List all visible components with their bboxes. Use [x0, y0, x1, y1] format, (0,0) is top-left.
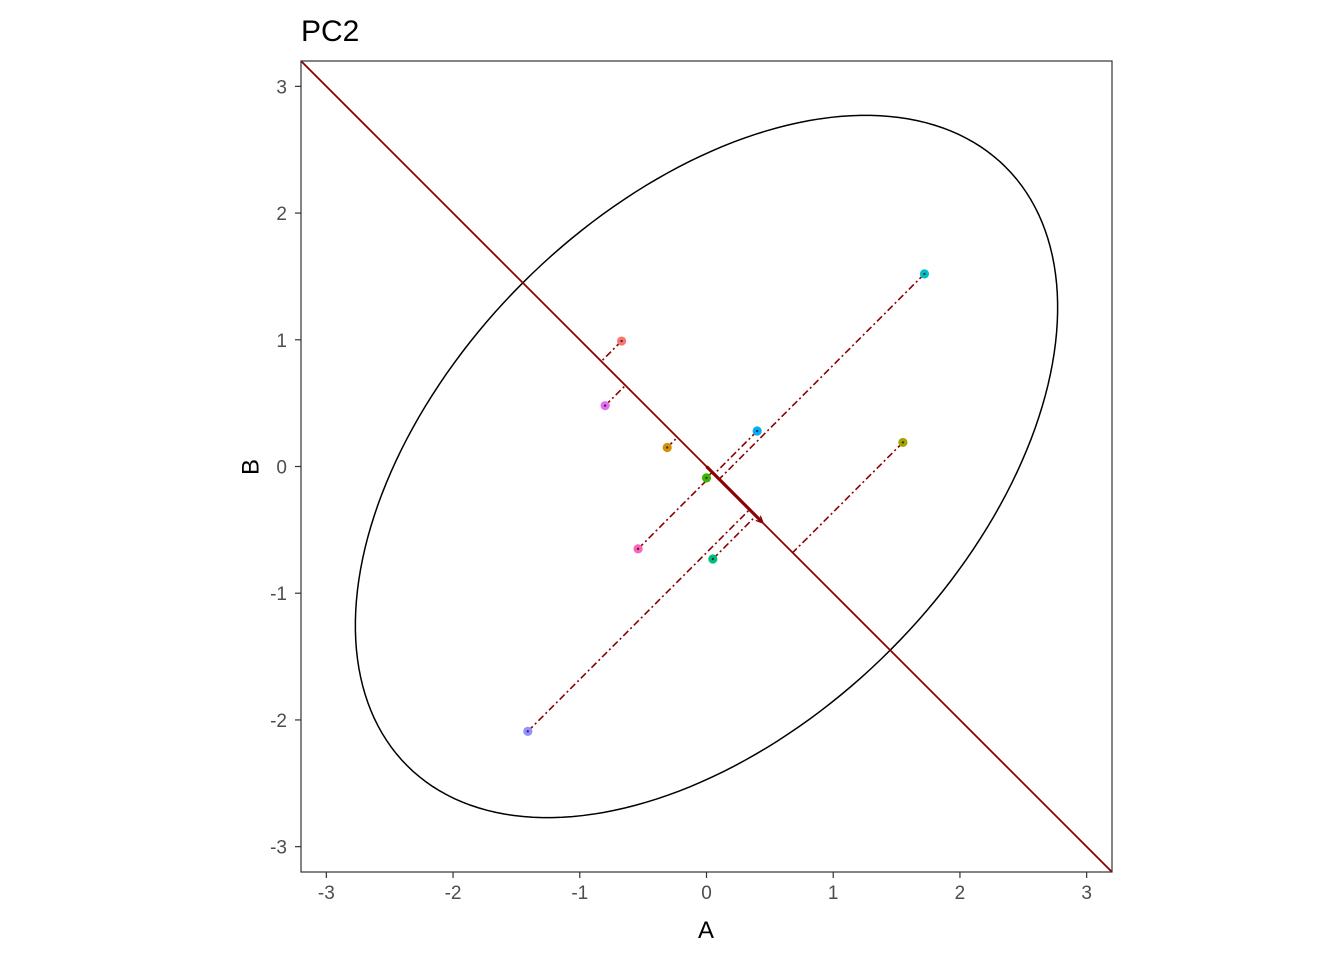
x-tick-label: 1 [828, 883, 839, 904]
chart-title: PC2 [301, 15, 359, 48]
y-tick-label: 2 [276, 204, 287, 225]
x-axis-title: A [698, 917, 714, 944]
data-point-center [711, 557, 715, 561]
projection-segment [713, 430, 758, 475]
y-tick-label: -3 [270, 838, 287, 859]
projection-segment [792, 441, 904, 554]
y-tick-label: 3 [276, 77, 287, 98]
y-tick-label: -2 [270, 711, 287, 732]
x-tick-label: 2 [955, 883, 966, 904]
x-tick-label: 0 [701, 883, 712, 904]
pc2-arrow [705, 465, 763, 523]
plot-area [301, 61, 1112, 872]
confidence-ellipse [354, 114, 1059, 819]
data-point-center [603, 404, 607, 407]
data-point-center [755, 429, 759, 433]
projection-segment [712, 515, 757, 560]
data-point-center [901, 441, 905, 444]
data-point-center [923, 272, 926, 276]
projection-segment [637, 472, 715, 550]
projection-foot-mark [593, 353, 609, 369]
y-tick-label: 0 [276, 458, 287, 479]
projection-foot-mark [669, 429, 685, 445]
projection-foot-mark [617, 377, 633, 393]
x-tick-label: -2 [445, 883, 462, 904]
data-point-center [636, 547, 640, 551]
data-point-center [620, 339, 623, 343]
y-tick-label: -1 [270, 584, 287, 605]
projection-segment [604, 384, 626, 407]
x-tick-label: -1 [571, 883, 588, 904]
axes: -3 -2 -1 0 1 2 3 -3 -2 -1 0 1 2 3 [270, 77, 1092, 904]
data-point-center [526, 730, 530, 733]
x-tick-label: 3 [1081, 883, 1092, 904]
projection-foot-mark [785, 545, 801, 561]
projection-segment [718, 273, 926, 480]
x-tick-label: -3 [318, 883, 335, 904]
y-tick-label: 1 [276, 331, 287, 352]
projection-segment [527, 509, 751, 732]
projection-segment [600, 340, 623, 362]
data-point-center [666, 446, 669, 449]
y-axis-title: B [237, 459, 264, 475]
data-point-center [705, 476, 708, 480]
